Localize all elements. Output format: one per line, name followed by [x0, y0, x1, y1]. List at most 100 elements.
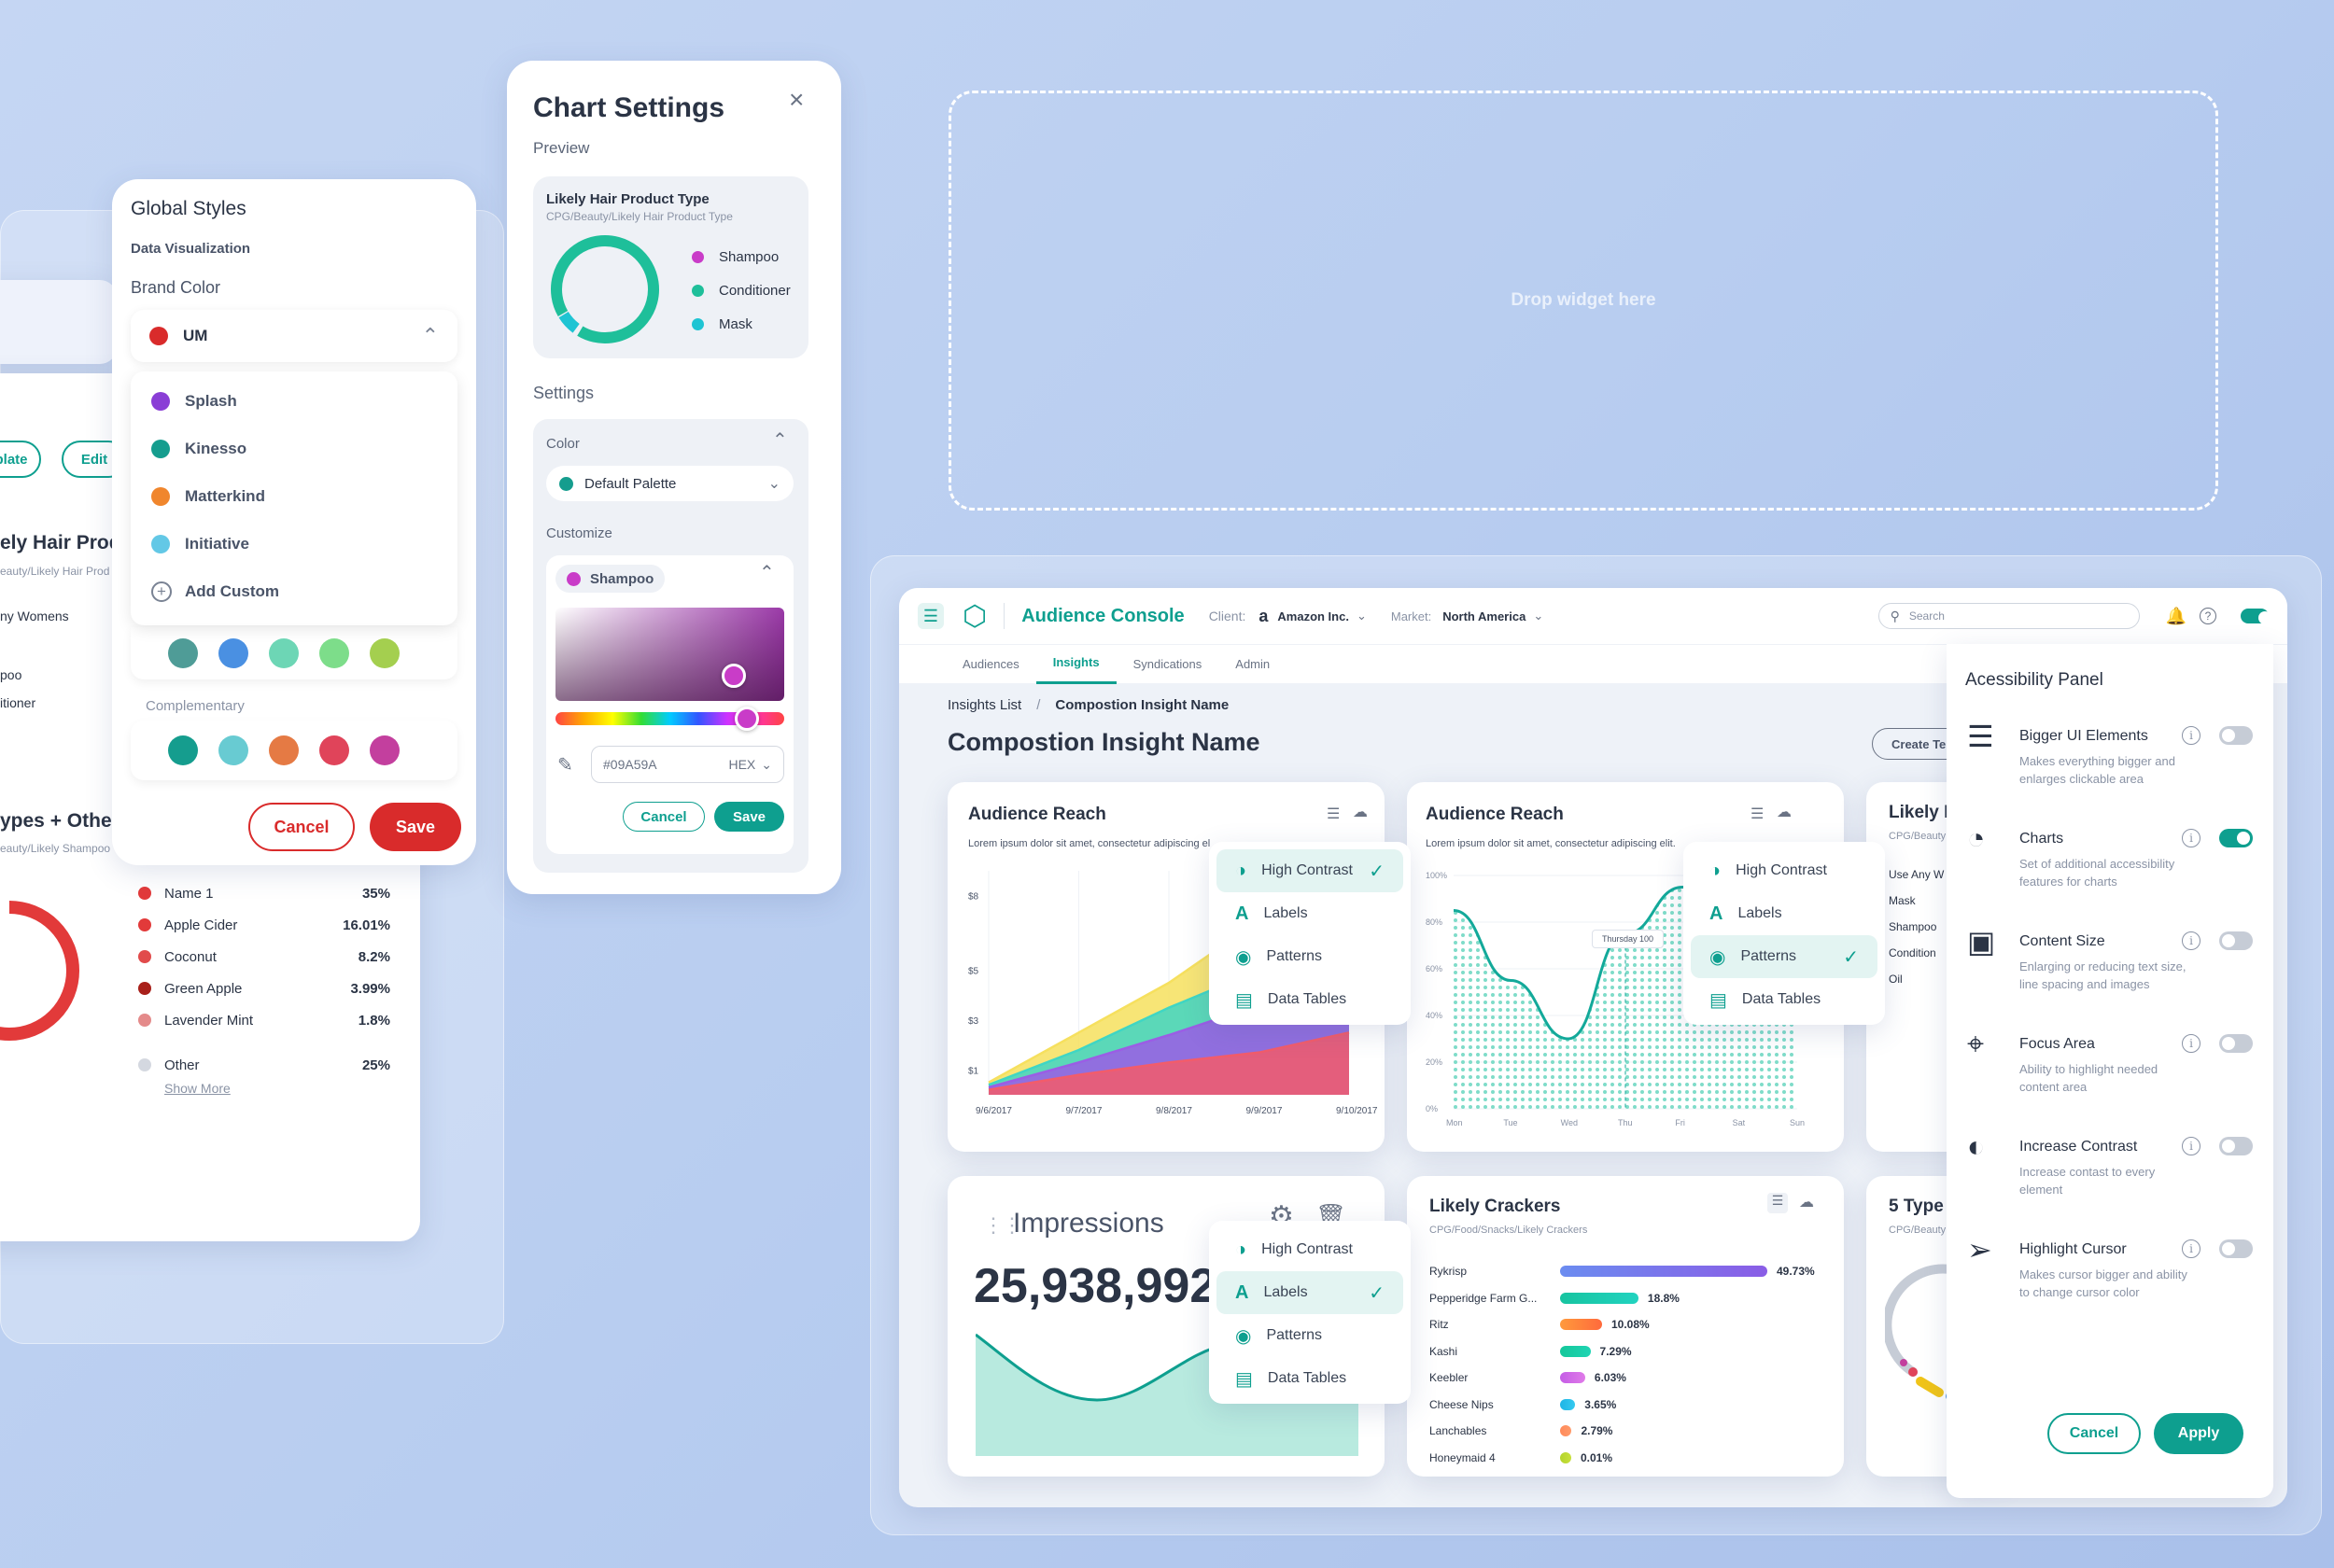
- color-swatch: [151, 439, 170, 458]
- template-button[interactable]: plate: [0, 441, 41, 478]
- download-icon[interactable]: ☁: [1799, 1195, 1814, 1211]
- palette-swatch[interactable]: [370, 735, 400, 765]
- info-icon[interactable]: i: [2182, 931, 2200, 950]
- menu-icon[interactable]: ☰: [918, 603, 944, 629]
- menu-item-high-contrast[interactable]: ◑ High Contrast: [1709, 860, 1827, 881]
- list-icon[interactable]: ☰: [1767, 1193, 1788, 1213]
- client-value[interactable]: Amazon Inc.: [1277, 609, 1349, 623]
- legend-row: Lavender Mint 1.8%: [138, 1004, 390, 1036]
- palette-swatch[interactable]: [269, 735, 299, 765]
- help-icon[interactable]: ?: [2200, 608, 2216, 624]
- chevron-down-icon[interactable]: ⌄: [1533, 609, 1544, 623]
- palette-swatch[interactable]: [370, 638, 400, 668]
- save-button[interactable]: Save: [714, 802, 784, 832]
- palette-swatch[interactable]: [319, 735, 349, 765]
- menu-item-labels[interactable]: A Labels ✓: [1216, 1271, 1403, 1314]
- palette-swatch[interactable]: [218, 638, 248, 668]
- palette-swatch[interactable]: [319, 638, 349, 668]
- eyedropper-icon[interactable]: ✎: [557, 755, 573, 776]
- tab-admin[interactable]: Admin: [1235, 656, 1271, 671]
- chevron-down-icon[interactable]: ⌄: [1356, 609, 1367, 623]
- menu-item-high-contrast[interactable]: ◑ High Contrast: [1235, 1239, 1353, 1260]
- accessibility-toggle[interactable]: [2241, 609, 2271, 624]
- legend-name: Conditioner: [719, 282, 791, 299]
- client-label: Client:: [1208, 609, 1246, 623]
- save-button[interactable]: Save: [370, 803, 461, 851]
- menu-item-labels[interactable]: A Labels: [1709, 903, 1782, 924]
- info-icon[interactable]: i: [2182, 1137, 2200, 1155]
- menu-item-data-tables[interactable]: ▤ Data Tables: [1709, 989, 1821, 1011]
- cancel-button[interactable]: Cancel: [623, 802, 705, 832]
- palette-row: [131, 721, 457, 780]
- chevron-up-icon[interactable]: ⌃: [772, 430, 788, 451]
- tab-audiences[interactable]: Audiences: [963, 656, 1019, 671]
- download-icon[interactable]: ☁: [1777, 805, 1792, 820]
- download-icon[interactable]: ☁: [1353, 805, 1368, 820]
- cancel-button[interactable]: Cancel: [248, 803, 355, 851]
- tab-insights[interactable]: Insights: [1035, 644, 1117, 684]
- cancel-button[interactable]: Cancel: [2047, 1413, 2141, 1454]
- chevron-up-icon[interactable]: ⌃: [759, 563, 775, 583]
- close-icon[interactable]: ×: [789, 85, 805, 114]
- menu-item-high-contrast[interactable]: ◑ High Contrast ✓: [1216, 849, 1403, 892]
- card-path: CPG/Food/Snacks/Likely Crackers: [1429, 1225, 1588, 1236]
- console-window: ☰ ⬡ Audience Console Client: a Amazon In…: [899, 588, 2287, 1507]
- card-title: Likely I: [1889, 803, 1949, 822]
- dropdown-option[interactable]: Kinesso: [131, 425, 457, 472]
- bell-icon[interactable]: 🔔: [2165, 606, 2186, 625]
- add-custom-button[interactable]: + Add Custom: [131, 567, 457, 615]
- patterns-icon: ◉: [1235, 946, 1252, 968]
- palette-swatch[interactable]: [218, 735, 248, 765]
- chevron-down-icon: ⌄: [767, 476, 780, 492]
- option-toggle[interactable]: [2219, 1034, 2253, 1053]
- dropdown-option[interactable]: Initiative: [131, 520, 457, 567]
- dropdown-option[interactable]: Matterkind: [131, 472, 457, 520]
- hue-slider[interactable]: [555, 707, 784, 731]
- search-input[interactable]: ⚲ Search: [1877, 603, 2140, 629]
- check-icon: ✓: [1843, 946, 1859, 968]
- bar-row: Ritz 10.08%: [1429, 1311, 1831, 1338]
- menu-item-patterns[interactable]: ◉ Patterns: [1235, 1325, 1323, 1347]
- drag-handle-icon[interactable]: ⋮⋮: [983, 1213, 1022, 1237]
- list-icon[interactable]: ☰: [1750, 806, 1765, 822]
- bar: [1560, 1398, 1576, 1410]
- bar-value: 7.29%: [1599, 1344, 1632, 1358]
- palette-swatch[interactable]: [168, 735, 198, 765]
- palette-swatch[interactable]: [269, 638, 299, 668]
- tab-syndications[interactable]: Syndications: [1132, 656, 1202, 671]
- sliders-icon: ☰: [1967, 720, 1994, 753]
- palette-swatch[interactable]: [168, 638, 198, 668]
- brand-color-select[interactable]: UM ⌃: [131, 310, 457, 362]
- breadcrumb-root[interactable]: Insights List: [948, 697, 1022, 713]
- market-value[interactable]: North America: [1442, 609, 1526, 623]
- bar-value: 0.01%: [1581, 1450, 1613, 1464]
- menu-item-data-tables[interactable]: ▤ Data Tables: [1235, 1368, 1347, 1390]
- dropdown-option[interactable]: Splash: [131, 377, 457, 425]
- hex-input[interactable]: #09A59A HEX ⌄: [591, 746, 784, 783]
- option-toggle[interactable]: [2219, 931, 2253, 950]
- palette-select[interactable]: Default Palette ⌄: [546, 466, 794, 501]
- saturation-area[interactable]: [555, 608, 784, 701]
- legend-swatch: [692, 317, 704, 330]
- menu-item-patterns[interactable]: ◉ Patterns: [1235, 946, 1323, 968]
- menu-item-patterns[interactable]: ◉ Patterns ✓: [1691, 935, 1877, 978]
- show-more-link[interactable]: Show More: [164, 1081, 231, 1096]
- apply-button[interactable]: Apply: [2154, 1413, 2243, 1454]
- option-name: Bigger UI Elements: [2019, 728, 2148, 744]
- drop-zone[interactable]: Drop widget here: [949, 91, 2218, 511]
- option-toggle[interactable]: [2219, 829, 2253, 847]
- list-item: Condition: [1889, 946, 1936, 959]
- bar-value: 6.03%: [1594, 1371, 1626, 1385]
- info-icon[interactable]: i: [2182, 1239, 2200, 1258]
- option-toggle[interactable]: [2219, 1239, 2253, 1258]
- series-chip[interactable]: Shampoo: [555, 565, 666, 593]
- info-icon[interactable]: i: [2182, 829, 2200, 847]
- list-icon[interactable]: ☰: [1327, 806, 1341, 822]
- option-toggle[interactable]: [2219, 726, 2253, 745]
- option-name: Increase Contrast: [2019, 1139, 2138, 1155]
- info-icon[interactable]: i: [2182, 726, 2200, 745]
- option-toggle[interactable]: [2219, 1137, 2253, 1155]
- menu-item-data-tables[interactable]: ▤ Data Tables: [1235, 989, 1347, 1011]
- menu-item-labels[interactable]: A Labels: [1235, 903, 1308, 924]
- info-icon[interactable]: i: [2182, 1034, 2200, 1053]
